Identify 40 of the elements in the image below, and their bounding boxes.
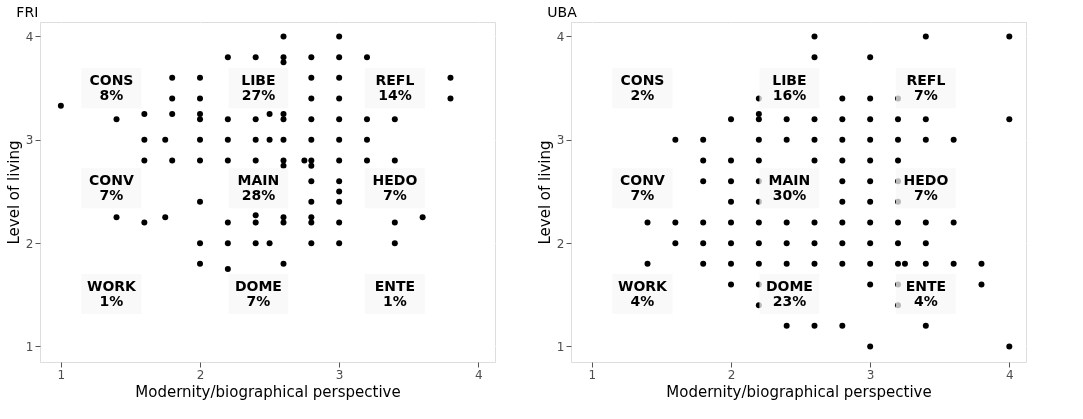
- annotation: CONV 7%: [620, 172, 665, 204]
- annotation: CONV 7%: [89, 172, 134, 204]
- y-tick-label: 3: [556, 133, 565, 148]
- annotation: REFL 14%: [375, 72, 415, 104]
- x-tick-label: 3: [866, 367, 875, 382]
- y-tick-label: 1: [25, 340, 34, 354]
- y-tick-label: 2: [25, 236, 34, 251]
- annotation: CONS 8%: [89, 72, 134, 104]
- annotation: CONS 2%: [620, 72, 665, 104]
- x-tick-label: 2: [727, 367, 736, 382]
- y-tick-label: 1: [556, 340, 565, 354]
- x-tick-label: 2: [196, 367, 205, 382]
- y-tick-label: 4: [556, 29, 565, 44]
- chart-title: UBA: [547, 4, 578, 20]
- chart-title: FRI: [16, 4, 39, 20]
- y-tick-label: 2: [556, 236, 565, 251]
- annotation: MAIN 30%: [768, 172, 811, 204]
- annotation: WORK 4%: [617, 278, 669, 309]
- x-tick-label: 1: [588, 367, 597, 382]
- x-tick-label: 3: [335, 367, 344, 382]
- annotation: LIBE 27%: [241, 72, 276, 104]
- x-axis-title: Modernity/biographical perspective: [666, 382, 932, 401]
- annotation: ENTE 1%: [374, 278, 416, 309]
- annotation: REFL 7%: [906, 72, 946, 104]
- x-tick-label: 4: [1005, 367, 1014, 382]
- annotation: HEDO 7%: [372, 172, 418, 204]
- y-tick-label: 4: [25, 29, 34, 44]
- annotation: HEDO 7%: [903, 172, 949, 204]
- x-axis-title: Modernity/biographical perspective: [135, 382, 401, 401]
- annotation: DOME 7%: [234, 278, 282, 309]
- y-axis-title: Level of living: [4, 140, 23, 245]
- x-tick-label: 4: [474, 367, 483, 382]
- y-tick-label: 3: [25, 133, 34, 148]
- annotation: DOME 23%: [765, 278, 813, 309]
- y-axis-title: Level of living: [535, 140, 554, 245]
- annotation: MAIN 28%: [237, 172, 280, 204]
- annotation: LIBE 16%: [772, 72, 807, 104]
- x-tick-label: 1: [57, 367, 66, 382]
- annotation: WORK 1%: [86, 278, 138, 309]
- annotation: ENTE 4%: [905, 278, 947, 309]
